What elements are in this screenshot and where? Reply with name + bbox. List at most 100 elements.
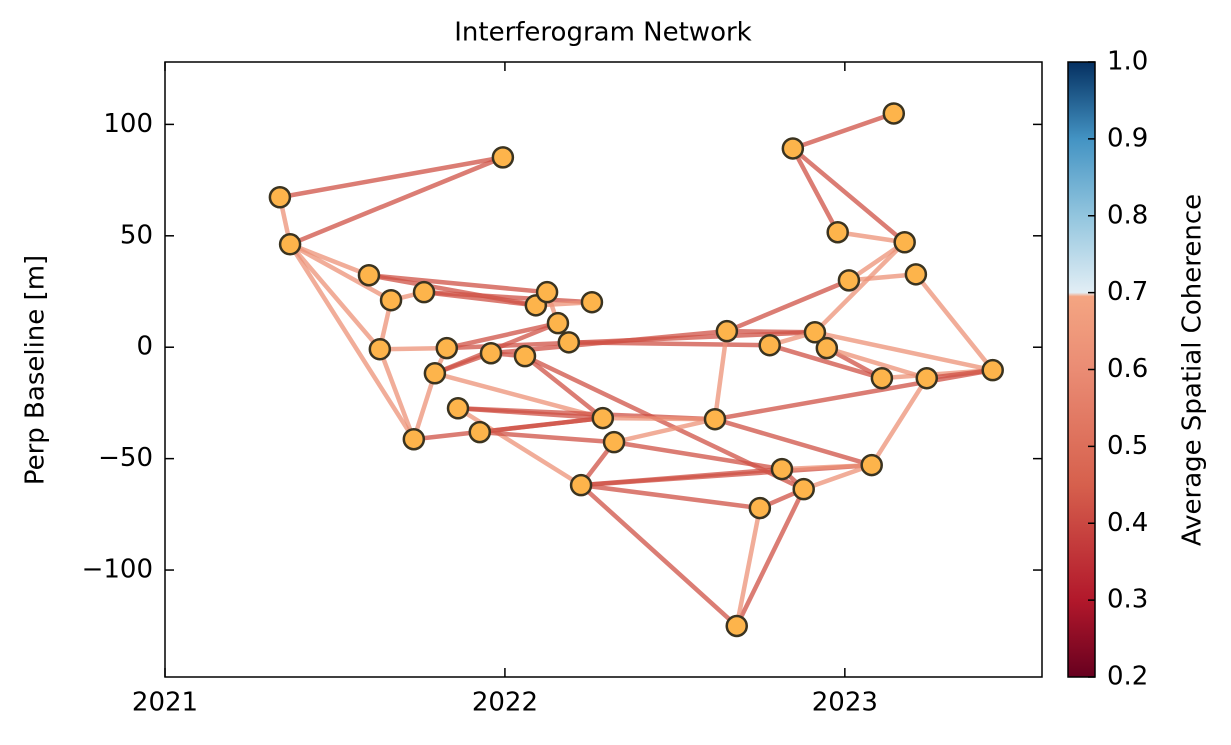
- edge: [835, 229, 907, 245]
- edge: [287, 242, 383, 352]
- edge: [444, 320, 561, 351]
- colorbar-tick-label: 0.6: [1107, 354, 1148, 384]
- edge: [611, 416, 718, 445]
- edge: [444, 330, 818, 351]
- node: [468, 420, 492, 444]
- node: [725, 614, 748, 638]
- node: [781, 137, 805, 160]
- edge: [734, 505, 763, 629]
- edge: [366, 272, 550, 295]
- colorbar-tick-label: 0.9: [1107, 123, 1148, 153]
- edge: [712, 328, 730, 422]
- edge: [790, 111, 897, 151]
- edge: [600, 415, 718, 422]
- edge: [734, 486, 806, 629]
- chart-title: Interferogram Network: [454, 18, 751, 48]
- edge: [724, 328, 818, 335]
- nodes: [268, 102, 1004, 638]
- edge: [411, 371, 438, 442]
- edge: [277, 155, 506, 200]
- edge: [377, 346, 417, 442]
- edge: [869, 375, 930, 468]
- x-tick-label: 2021: [132, 688, 198, 718]
- edge: [712, 416, 874, 468]
- node: [557, 331, 581, 354]
- y-axis-label: Perp Baseline [m]: [21, 255, 51, 485]
- edge: [578, 482, 763, 511]
- node: [715, 319, 739, 343]
- node: [893, 231, 916, 254]
- node: [446, 397, 470, 420]
- plot-frame: [164, 61, 1043, 678]
- node: [860, 453, 883, 477]
- edge: [824, 345, 930, 381]
- edge: [455, 406, 584, 488]
- node: [379, 288, 403, 312]
- y-tick-label: −50: [98, 443, 153, 473]
- edge: [287, 242, 417, 442]
- edge: [432, 371, 606, 421]
- node: [770, 457, 794, 481]
- edge: [477, 429, 617, 445]
- edge: [287, 242, 394, 303]
- node: [837, 269, 861, 292]
- node: [435, 336, 459, 360]
- edge: [767, 342, 885, 381]
- node: [268, 186, 292, 209]
- node: [748, 496, 772, 520]
- edge: [801, 462, 874, 492]
- node: [535, 280, 559, 304]
- colorbar-tick-label: 0.8: [1107, 200, 1148, 230]
- node: [882, 102, 906, 125]
- node: [915, 366, 939, 390]
- node: [412, 280, 436, 304]
- node: [513, 344, 537, 368]
- y-tick-label: −100: [82, 555, 153, 585]
- edge: [790, 146, 907, 245]
- x-tick-label: 2022: [472, 688, 538, 718]
- colorbar-tick-label: 0.3: [1107, 585, 1148, 615]
- node: [569, 473, 593, 497]
- x-tick-label: 2023: [812, 688, 878, 718]
- node: [758, 333, 781, 357]
- node: [278, 233, 302, 256]
- node: [602, 430, 626, 454]
- edge: [913, 272, 995, 373]
- node: [580, 290, 604, 314]
- node: [423, 362, 447, 385]
- colorbar-tick-label: 1.0: [1107, 47, 1148, 77]
- axes: 2021 2022 2023 −100 −50 0 50 100 0.2 0.3 0.4 0.5 0.6…: [82, 47, 1149, 718]
- edge: [790, 146, 840, 235]
- edge: [421, 289, 595, 305]
- node: [368, 337, 392, 361]
- node: [479, 341, 503, 365]
- edge: [846, 240, 907, 283]
- colorbar-tick-label: 0.7: [1107, 277, 1148, 307]
- colorbar-tick-label: 0.2: [1107, 662, 1148, 692]
- node: [792, 477, 815, 501]
- edge: [287, 155, 506, 247]
- node: [402, 427, 426, 451]
- edge: [477, 415, 606, 435]
- edge: [522, 353, 606, 421]
- y-tick-label: 100: [103, 109, 153, 139]
- edge: [812, 330, 995, 373]
- colorbar-label: Average Spatial Coherence: [1178, 194, 1208, 546]
- node: [357, 263, 381, 287]
- node: [870, 366, 894, 390]
- edge: [812, 240, 907, 335]
- node: [981, 358, 1004, 382]
- node: [803, 321, 827, 344]
- edge: [724, 278, 852, 334]
- node: [815, 336, 839, 360]
- node: [491, 146, 515, 169]
- colorbar-tick-label: 0.5: [1107, 431, 1148, 461]
- edge: [578, 482, 739, 629]
- node: [591, 406, 615, 430]
- colorbar-tick-label: 0.4: [1107, 508, 1148, 538]
- y-tick-label: 0: [136, 332, 153, 362]
- node: [904, 263, 928, 286]
- node: [703, 407, 727, 431]
- y-tick-label: 50: [120, 220, 153, 250]
